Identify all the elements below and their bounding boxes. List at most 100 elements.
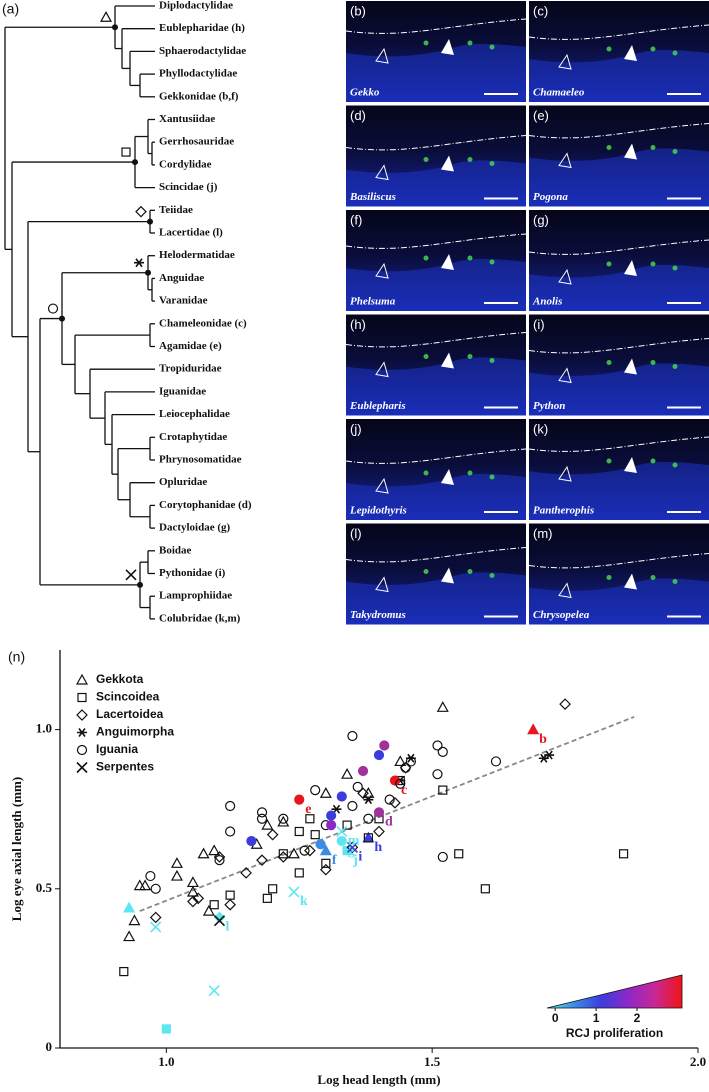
data-point bbox=[544, 750, 555, 760]
signal bbox=[423, 470, 429, 476]
data-point bbox=[209, 900, 219, 910]
data-point-part bbox=[336, 835, 347, 847]
taxon-label: Scincidae (j) bbox=[159, 181, 218, 193]
surface-outline bbox=[345, 233, 527, 249]
signal bbox=[606, 575, 612, 580]
data-point-part bbox=[213, 911, 226, 924]
signal bbox=[489, 44, 495, 50]
data-point-part bbox=[618, 849, 629, 859]
data-point bbox=[321, 858, 331, 868]
taxon-label: Anguidae bbox=[159, 272, 204, 284]
data-point-part bbox=[240, 867, 252, 879]
legend-label: Scincoidea bbox=[96, 690, 160, 704]
data-point bbox=[278, 849, 288, 859]
data-point bbox=[119, 966, 129, 977]
data-point-part bbox=[208, 985, 220, 997]
arrowhead-open bbox=[558, 268, 572, 285]
taxon-label: Cordylidae bbox=[159, 158, 212, 170]
data-point bbox=[527, 723, 540, 735]
signal bbox=[650, 261, 656, 267]
data-point bbox=[213, 915, 226, 927]
data-point bbox=[197, 847, 210, 859]
data-point bbox=[277, 815, 290, 827]
data-point-part bbox=[256, 807, 268, 818]
surface-outline bbox=[345, 448, 527, 464]
data-point bbox=[294, 868, 304, 878]
clade-marker-part bbox=[135, 205, 147, 218]
data-point bbox=[379, 740, 390, 751]
data-point-part bbox=[197, 847, 210, 859]
data-point bbox=[319, 844, 332, 856]
legend-marker bbox=[75, 673, 89, 685]
data-point bbox=[186, 876, 199, 888]
data-point bbox=[208, 844, 221, 856]
signal bbox=[467, 569, 473, 574]
taxon-label: Corytophanidae (d) bbox=[159, 499, 252, 511]
panel-label: (g) bbox=[533, 212, 549, 227]
arrowhead bbox=[441, 567, 454, 584]
panel-label: (k) bbox=[533, 421, 548, 436]
data-point-part bbox=[379, 740, 390, 751]
data-point bbox=[288, 886, 300, 898]
signal bbox=[423, 569, 429, 574]
data-point-part bbox=[186, 876, 199, 888]
data-point-part bbox=[336, 825, 348, 838]
data-point-part bbox=[287, 847, 300, 859]
point-label: d bbox=[385, 815, 393, 830]
panel-label: (f) bbox=[350, 212, 362, 227]
legend-marker bbox=[76, 761, 88, 774]
arrowhead-open bbox=[375, 361, 389, 378]
clade-marker bbox=[134, 258, 144, 268]
data-point-part bbox=[480, 884, 490, 894]
data-point-part bbox=[294, 868, 304, 878]
data-point-part bbox=[225, 890, 235, 900]
data-point-part bbox=[277, 815, 290, 827]
data-point bbox=[294, 826, 304, 837]
data-point bbox=[394, 755, 407, 767]
data-point bbox=[213, 851, 226, 863]
data-point-part bbox=[261, 818, 274, 830]
data-point-part bbox=[342, 820, 352, 830]
data-point-part bbox=[321, 858, 331, 868]
data-point-part bbox=[305, 814, 315, 824]
panel-label: (c) bbox=[533, 3, 548, 18]
data-point-part bbox=[277, 851, 290, 863]
signal bbox=[672, 364, 678, 369]
point-label: e bbox=[305, 802, 311, 817]
data-point-part bbox=[373, 825, 385, 838]
data-point bbox=[352, 781, 363, 793]
data-point-part bbox=[262, 893, 272, 903]
data-point-part bbox=[346, 841, 359, 854]
data-point bbox=[256, 813, 268, 824]
surface-outline bbox=[528, 24, 709, 40]
taxon-label: Iguanidae bbox=[159, 385, 206, 397]
signal bbox=[672, 265, 678, 271]
taxon-label: Teiidae bbox=[159, 204, 193, 216]
point-label: l bbox=[226, 920, 230, 935]
genus-label: Lepidothyris bbox=[349, 505, 407, 517]
data-point-part bbox=[224, 898, 236, 911]
signal bbox=[650, 458, 656, 464]
signal bbox=[650, 360, 656, 365]
data-point bbox=[319, 863, 332, 876]
signal bbox=[606, 261, 612, 267]
data-point bbox=[373, 825, 385, 838]
taxon-label: Crotaphytidae bbox=[159, 431, 227, 443]
data-point bbox=[208, 985, 220, 997]
legend-label: Serpentes bbox=[96, 760, 154, 774]
data-point-part bbox=[319, 863, 332, 876]
panel-label: (n) bbox=[8, 649, 25, 665]
signal bbox=[672, 149, 678, 154]
data-point bbox=[305, 814, 315, 824]
data-point bbox=[438, 785, 448, 795]
data-point bbox=[437, 851, 448, 863]
clade-marker bbox=[47, 303, 59, 314]
data-point bbox=[170, 857, 183, 868]
taxon-label: Gerrhosauridae bbox=[159, 136, 234, 148]
data-point bbox=[432, 769, 443, 780]
tissue-layer bbox=[346, 160, 526, 207]
data-point bbox=[490, 756, 502, 767]
data-point-part bbox=[454, 849, 464, 859]
data-point-part bbox=[214, 855, 225, 866]
